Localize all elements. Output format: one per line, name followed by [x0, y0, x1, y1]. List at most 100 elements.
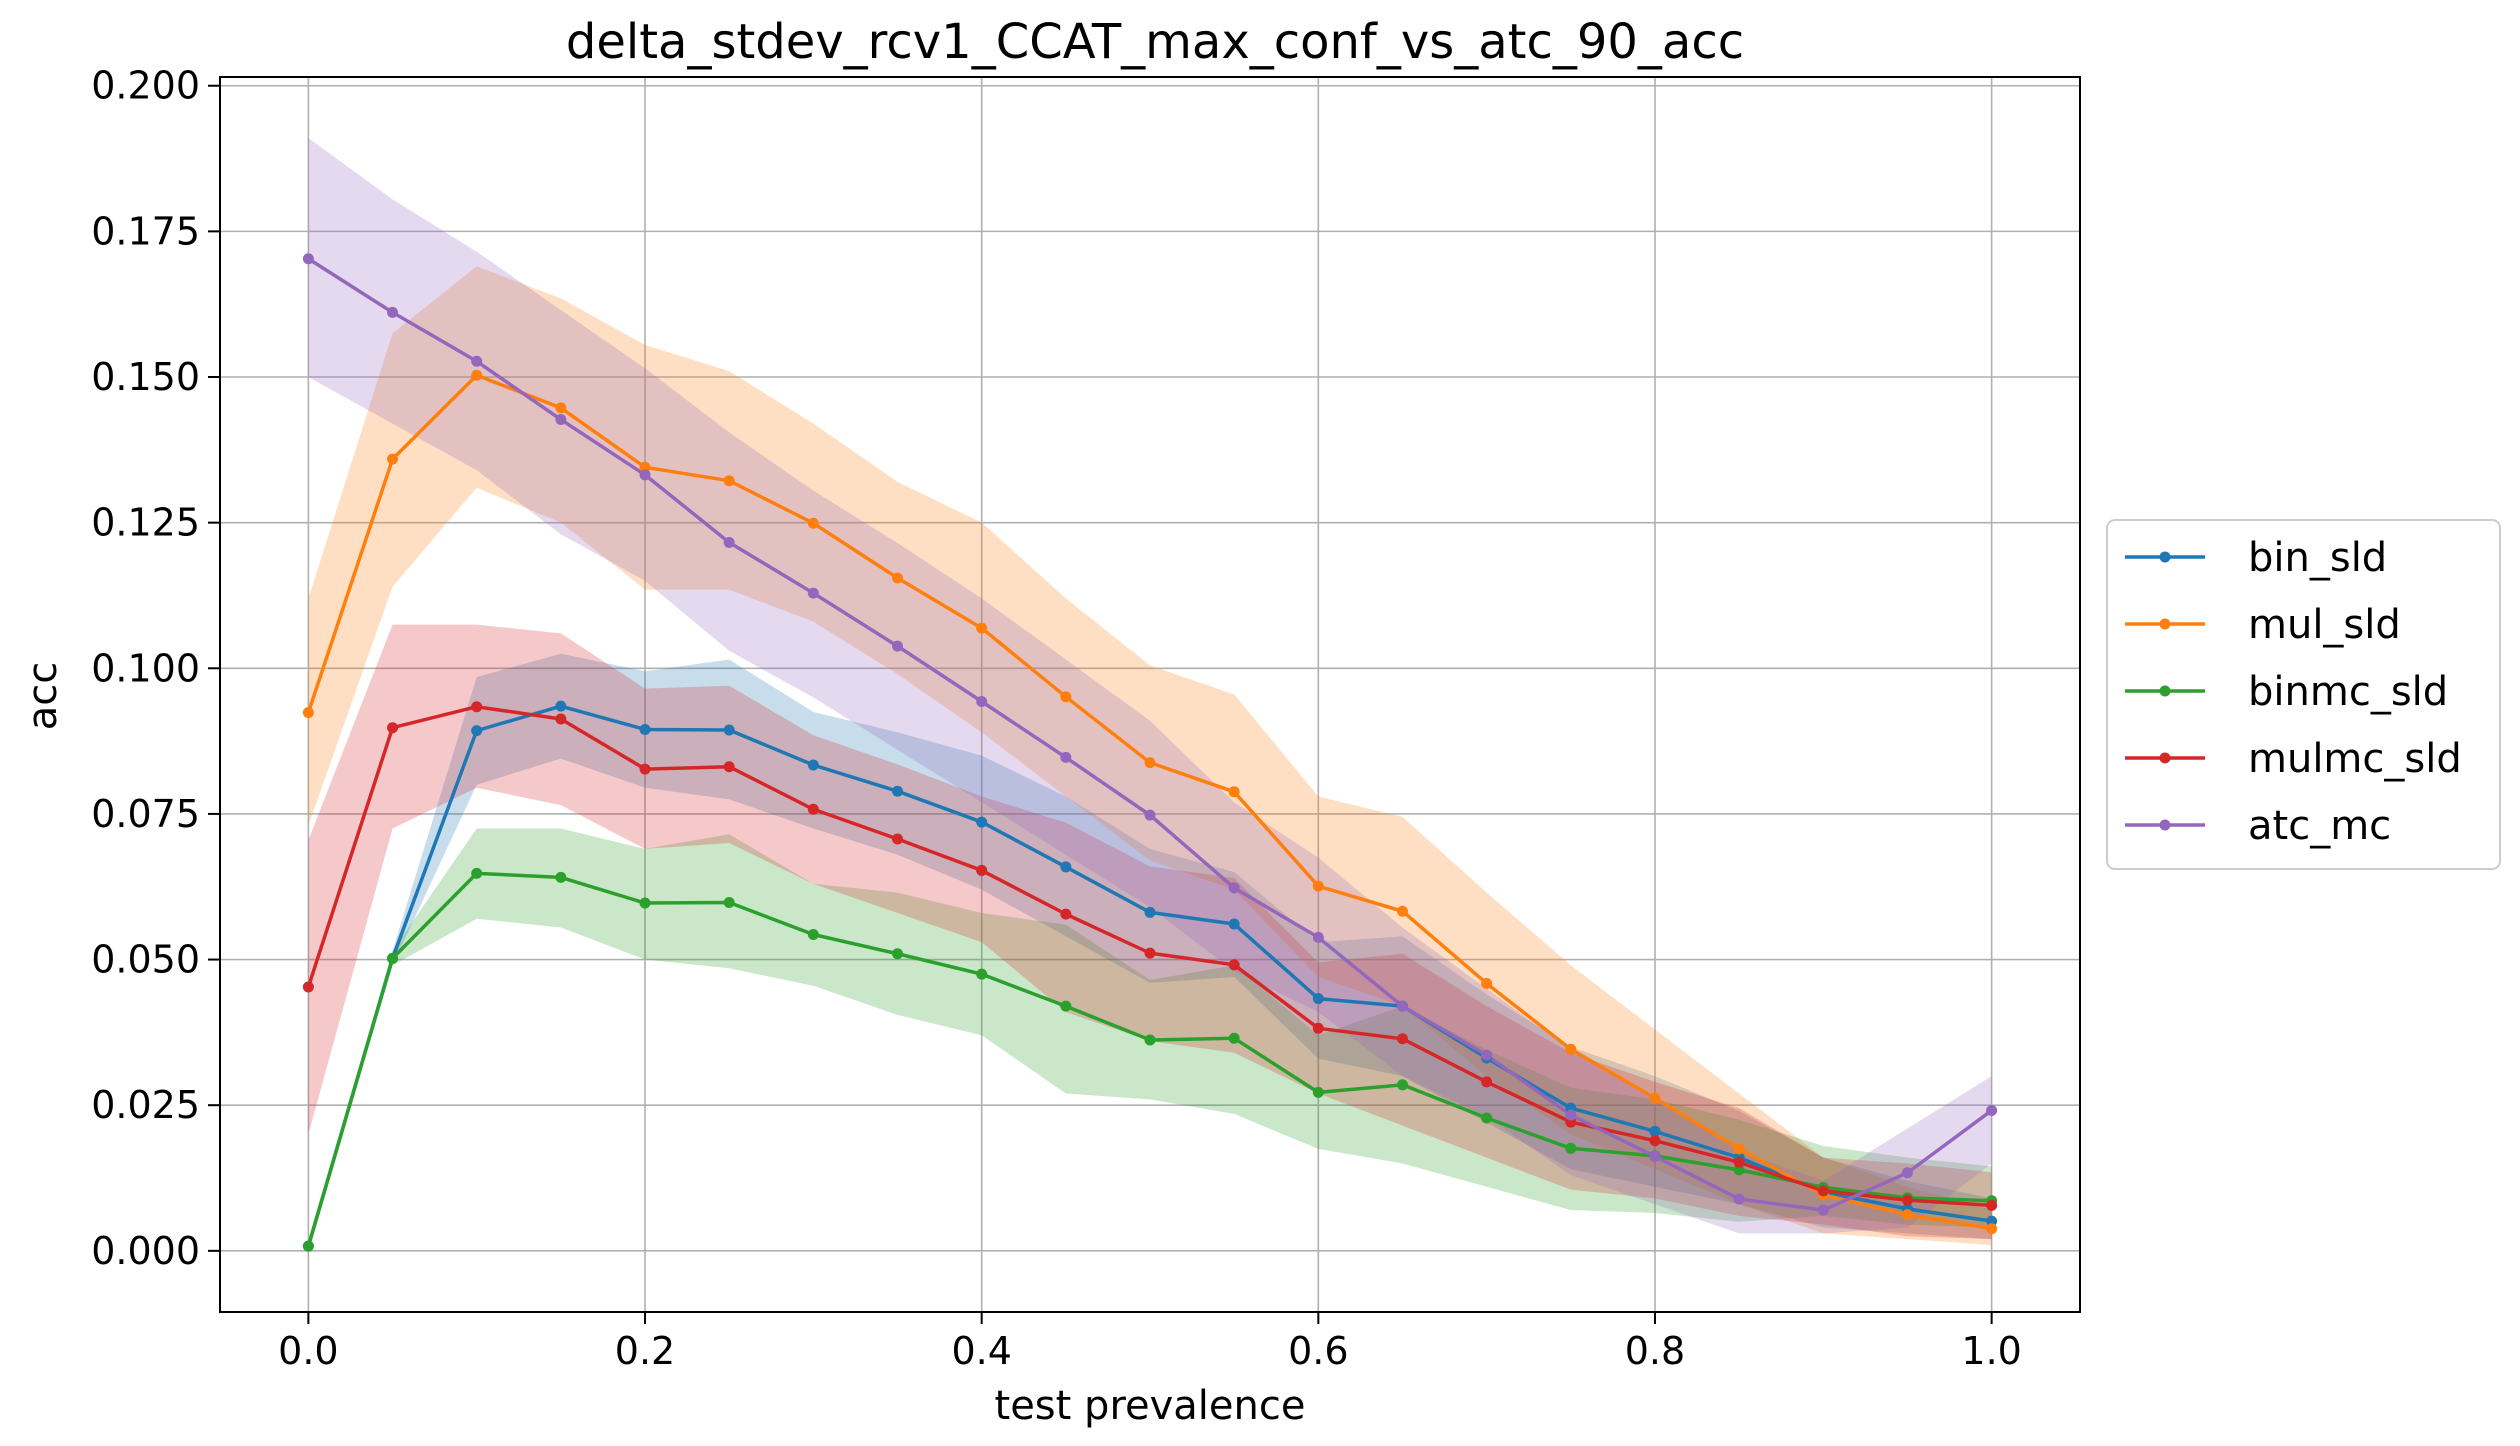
- x-tick-label: 0.0: [278, 1329, 338, 1373]
- mulmc_sld-point: [892, 833, 904, 845]
- bin_sld-point: [1649, 1125, 1661, 1137]
- mul_sld-point: [1565, 1043, 1577, 1055]
- bin_sld-point: [1060, 861, 1072, 873]
- binmc_sld-point: [1396, 1079, 1408, 1091]
- mulmc_sld-point: [1312, 1022, 1324, 1034]
- legend-marker-binmc_sld: [2159, 685, 2171, 697]
- binmc_sld-point: [1733, 1164, 1745, 1176]
- mulmc_sld-point: [387, 722, 399, 734]
- atc_mc-point: [1901, 1167, 1913, 1179]
- atc_mc-point: [892, 640, 904, 652]
- x-tick-label: 0.8: [1625, 1329, 1685, 1373]
- binmc_sld-point: [723, 896, 735, 908]
- mul_sld-point: [1986, 1223, 1998, 1235]
- binmc_sld-point: [555, 871, 567, 883]
- mulmc_sld-point: [639, 763, 651, 775]
- mul_sld-point: [1060, 691, 1072, 703]
- grid: [220, 77, 2080, 1312]
- atc_mc-point: [1396, 1000, 1408, 1012]
- mulmc_sld-point: [976, 864, 988, 876]
- atc_mc-point: [555, 414, 567, 426]
- mulmc_sld-point: [1901, 1194, 1913, 1206]
- bin_sld-point: [807, 759, 819, 771]
- x-tick-label: 0.4: [951, 1329, 1011, 1373]
- binmc_sld-point: [471, 867, 483, 879]
- mul_sld-point: [639, 461, 651, 473]
- mul_sld-point: [555, 402, 567, 414]
- atc_mc-point: [1312, 931, 1324, 943]
- binmc_sld-point: [1228, 1032, 1240, 1044]
- mul_sld-point: [723, 475, 735, 487]
- y-tick-label: 0.000: [91, 1229, 200, 1273]
- legend-marker-mulmc_sld: [2159, 752, 2171, 764]
- binmc_sld-point: [976, 968, 988, 980]
- y-tick-label: 0.025: [91, 1083, 200, 1127]
- y-tick-label: 0.100: [91, 646, 200, 690]
- bin_sld-point: [892, 785, 904, 797]
- mul_sld-point: [1481, 977, 1493, 989]
- chart-title: delta_stdev_rcv1_CCAT_max_conf_vs_atc_90…: [566, 14, 1744, 70]
- mulmc_sld-point: [555, 713, 567, 725]
- atc_mc-point: [387, 306, 399, 318]
- mul_sld-point: [387, 453, 399, 465]
- mul_sld-point: [892, 572, 904, 584]
- mulmc_sld-band: [308, 624, 1992, 1240]
- binmc_sld-point: [807, 929, 819, 941]
- y-axis-label: acc: [20, 662, 66, 731]
- legend-label-bin_sld: bin_sld: [2248, 535, 2387, 581]
- x-tick-label: 0.2: [615, 1329, 675, 1373]
- y-tick-label: 0.050: [91, 938, 200, 982]
- binmc_sld-point: [1060, 1000, 1072, 1012]
- legend-marker-bin_sld: [2159, 551, 2171, 563]
- binmc_sld-point: [302, 1240, 314, 1252]
- mul_sld-point: [1312, 880, 1324, 892]
- atc_mc-point: [1565, 1109, 1577, 1121]
- binmc_sld-point: [1565, 1142, 1577, 1154]
- atc_mc-point: [1817, 1204, 1829, 1216]
- bin_sld-point: [639, 723, 651, 735]
- atc_mc-point: [1649, 1150, 1661, 1162]
- mulmc_sld-point: [1228, 959, 1240, 971]
- mulmc_sld-point: [1144, 947, 1156, 959]
- mulmc_sld-point: [302, 981, 314, 993]
- atc_mc-point: [807, 587, 819, 599]
- binmc_sld-point: [1312, 1086, 1324, 1098]
- legend-marker-atc_mc: [2159, 819, 2171, 831]
- atc_mc-point: [1228, 882, 1240, 894]
- legend-label-mulmc_sld: mulmc_sld: [2248, 736, 2462, 782]
- mulmc_sld-point: [1649, 1135, 1661, 1147]
- mul_sld-point: [1144, 757, 1156, 769]
- mulmc_sld-point: [1733, 1156, 1745, 1168]
- x-tick-label: 0.6: [1288, 1329, 1348, 1373]
- mul_sld-point: [1901, 1209, 1913, 1221]
- bin_sld-point: [1312, 993, 1324, 1005]
- mulmc_sld-point: [1986, 1199, 1998, 1211]
- series-points: [302, 253, 1998, 1252]
- mul_sld-point: [1649, 1092, 1661, 1104]
- atc_mc-point: [302, 253, 314, 265]
- x-axis-label: test prevalence: [995, 1383, 1306, 1429]
- atc_mc-point: [1060, 751, 1072, 763]
- bin_sld-point: [1144, 906, 1156, 918]
- mulmc_sld-point: [1817, 1185, 1829, 1197]
- atc_mc-point: [639, 469, 651, 481]
- legend-frame: [2106, 519, 2501, 870]
- bin_sld-point: [1228, 918, 1240, 930]
- y-tick-label: 0.175: [91, 209, 200, 253]
- mulmc_sld-point: [1060, 908, 1072, 920]
- mul_sld-point: [807, 517, 819, 529]
- binmc_sld-point: [387, 952, 399, 964]
- bin_sld-point: [723, 724, 735, 736]
- bin_sld-point: [471, 725, 483, 737]
- atc_mc-point: [1733, 1193, 1745, 1205]
- binmc_sld-point: [1144, 1034, 1156, 1046]
- y-tick-label: 0.200: [91, 64, 200, 108]
- atc_mc-point: [976, 695, 988, 707]
- y-tick-label: 0.075: [91, 792, 200, 836]
- atc_mc-point: [471, 355, 483, 367]
- mulmc_sld-point: [471, 701, 483, 713]
- mul_sld-point: [1228, 786, 1240, 798]
- y-tick-label: 0.150: [91, 355, 200, 399]
- mul_sld-point: [471, 369, 483, 381]
